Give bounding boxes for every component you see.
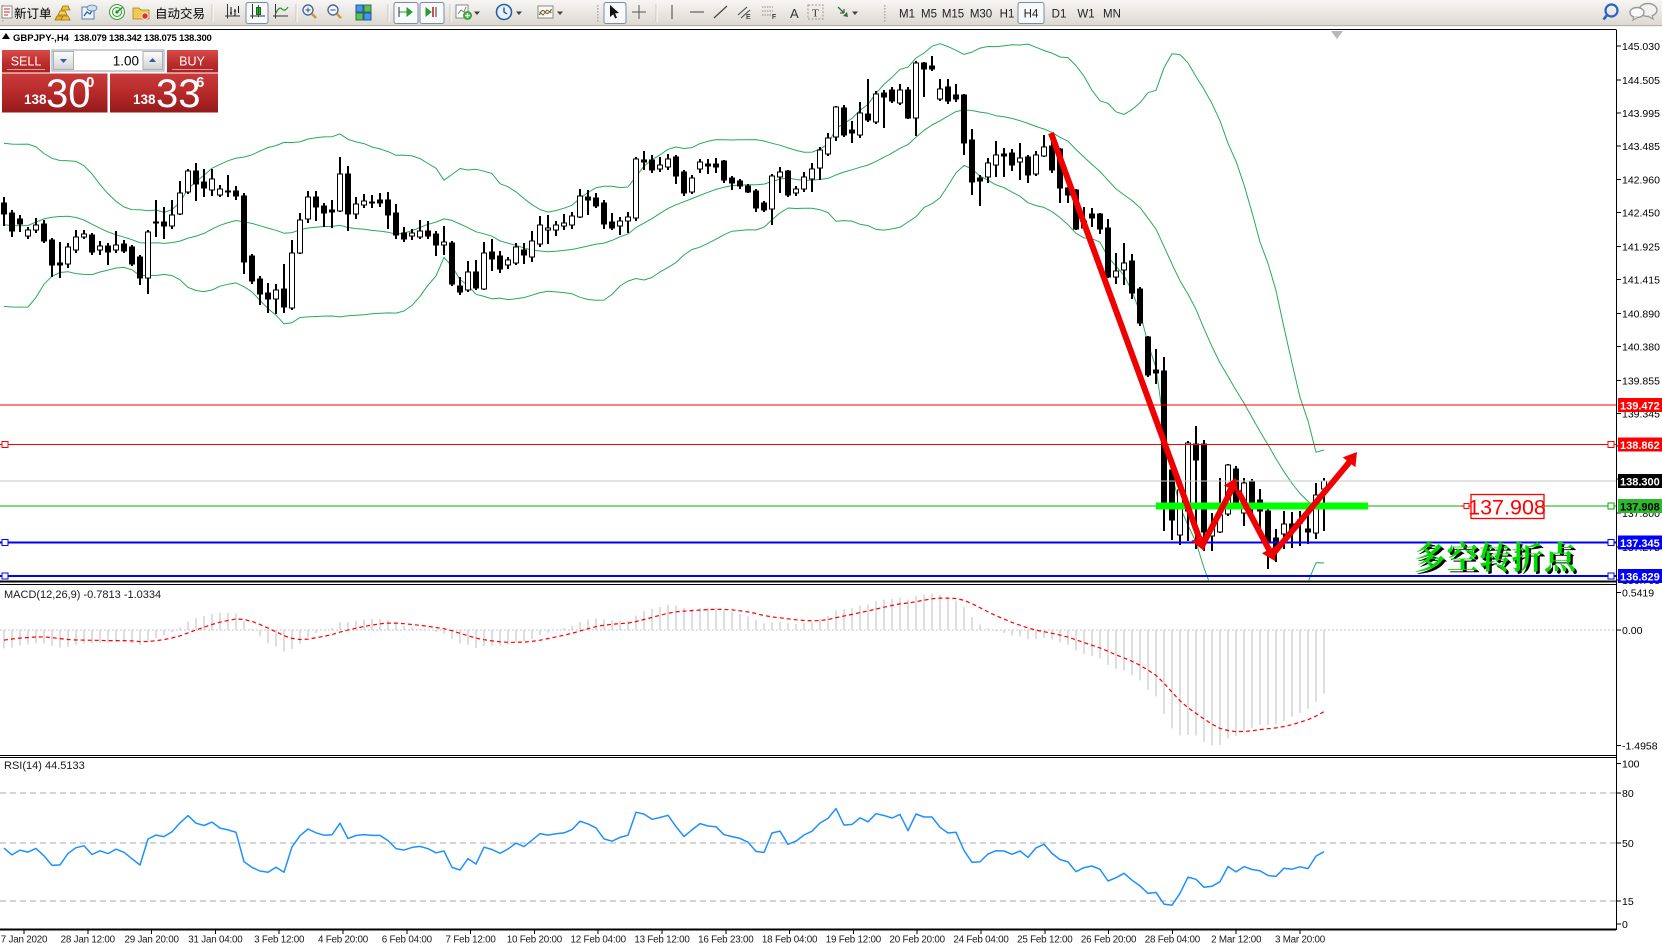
svg-text:10 Feb 20:00: 10 Feb 20:00 <box>507 935 563 946</box>
svg-text:7 Feb 12:00: 7 Feb 12:00 <box>446 935 497 946</box>
svg-text:144.505: 144.505 <box>1622 75 1660 87</box>
svg-text:136.829: 136.829 <box>1620 571 1660 583</box>
svg-text:138.862: 138.862 <box>1620 440 1660 452</box>
svg-text:12 Feb 04:00: 12 Feb 04:00 <box>571 935 627 946</box>
svg-text:20 Feb 20:00: 20 Feb 20:00 <box>890 935 946 946</box>
svg-text:MN: MN <box>1103 9 1121 21</box>
svg-text:0.5419: 0.5419 <box>1622 588 1654 600</box>
svg-text:137.908: 137.908 <box>1468 496 1546 520</box>
svg-text:33: 33 <box>156 72 201 116</box>
svg-text:140.380: 140.380 <box>1622 341 1660 353</box>
svg-text:18 Feb 04:00: 18 Feb 04:00 <box>762 935 818 946</box>
svg-text:16 Feb 23:00: 16 Feb 23:00 <box>698 935 754 946</box>
svg-text:D1: D1 <box>1052 9 1067 21</box>
svg-text:RSI(14) 44.5133: RSI(14) 44.5133 <box>4 760 85 772</box>
svg-text:A: A <box>790 6 799 21</box>
svg-text:139.472: 139.472 <box>1620 401 1660 413</box>
svg-text:26 Feb 20:00: 26 Feb 20:00 <box>1081 935 1137 946</box>
svg-text:28 Jan 12:00: 28 Jan 12:00 <box>61 935 116 946</box>
svg-text:142.960: 142.960 <box>1622 175 1660 187</box>
svg-text:W1: W1 <box>1077 9 1094 21</box>
svg-text:SELL: SELL <box>11 55 42 69</box>
svg-text:4 Feb 20:00: 4 Feb 20:00 <box>318 935 369 946</box>
svg-text:3 Feb 12:00: 3 Feb 12:00 <box>254 935 305 946</box>
svg-text:T: T <box>812 8 819 20</box>
svg-text:139.855: 139.855 <box>1622 375 1660 387</box>
svg-text:138: 138 <box>24 92 47 107</box>
svg-text:30: 30 <box>46 72 91 116</box>
svg-text:15: 15 <box>1622 896 1634 908</box>
svg-text:6 Feb 04:00: 6 Feb 04:00 <box>382 935 433 946</box>
svg-text:29 Jan 20:00: 29 Jan 20:00 <box>124 935 179 946</box>
svg-text:141.925: 141.925 <box>1622 242 1660 254</box>
svg-text:F: F <box>772 14 776 21</box>
svg-text:80: 80 <box>1622 788 1634 800</box>
svg-text:137.345: 137.345 <box>1620 538 1660 550</box>
svg-text:BUY: BUY <box>179 55 205 69</box>
svg-text:0: 0 <box>86 74 94 91</box>
svg-text:6: 6 <box>196 74 204 91</box>
svg-text:25 Feb 12:00: 25 Feb 12:00 <box>1017 935 1073 946</box>
svg-text:13 Feb 12:00: 13 Feb 12:00 <box>634 935 690 946</box>
svg-text:M5: M5 <box>921 9 937 21</box>
svg-text:0: 0 <box>1622 919 1628 931</box>
svg-text:19 Feb 12:00: 19 Feb 12:00 <box>826 935 882 946</box>
svg-text:28 Feb 04:00: 28 Feb 04:00 <box>1145 935 1201 946</box>
svg-text:137.908: 137.908 <box>1620 502 1660 514</box>
svg-text:7 Jan 2020: 7 Jan 2020 <box>1 935 48 946</box>
svg-text:GBPJPY-,H4: GBPJPY-,H4 <box>13 33 70 44</box>
svg-text:24 Feb 04:00: 24 Feb 04:00 <box>953 935 1009 946</box>
svg-text:3 Mar 20:00: 3 Mar 20:00 <box>1275 935 1326 946</box>
svg-text:143.485: 143.485 <box>1622 141 1660 153</box>
svg-text:145.030: 145.030 <box>1622 41 1660 53</box>
svg-text:H1: H1 <box>1000 9 1015 21</box>
svg-text:138.300: 138.300 <box>1620 476 1660 488</box>
svg-text:-1.4958: -1.4958 <box>1622 740 1658 752</box>
svg-text:M15: M15 <box>942 9 964 21</box>
svg-text:138: 138 <box>133 92 156 107</box>
svg-text:1.00: 1.00 <box>113 54 139 69</box>
svg-text:142.450: 142.450 <box>1622 208 1660 220</box>
svg-text:138.079 138.342 138.075 138.30: 138.079 138.342 138.075 138.300 <box>74 33 212 44</box>
svg-text:MACD(12,26,9) -0.7813 -1.0334: MACD(12,26,9) -0.7813 -1.0334 <box>4 589 161 601</box>
svg-text:E: E <box>746 14 751 21</box>
svg-text:143.995: 143.995 <box>1622 108 1660 120</box>
svg-text:141.415: 141.415 <box>1622 275 1660 287</box>
svg-text:2 Mar 12:00: 2 Mar 12:00 <box>1211 935 1262 946</box>
svg-text:0.00: 0.00 <box>1622 625 1643 637</box>
svg-text:M30: M30 <box>970 9 992 21</box>
svg-text:140.890: 140.890 <box>1622 308 1660 320</box>
svg-text:M1: M1 <box>899 9 915 21</box>
svg-text:50: 50 <box>1622 838 1634 850</box>
svg-text:H4: H4 <box>1024 9 1039 21</box>
svg-text:31 Jan 04:00: 31 Jan 04:00 <box>188 935 243 946</box>
svg-text:100: 100 <box>1622 759 1640 771</box>
